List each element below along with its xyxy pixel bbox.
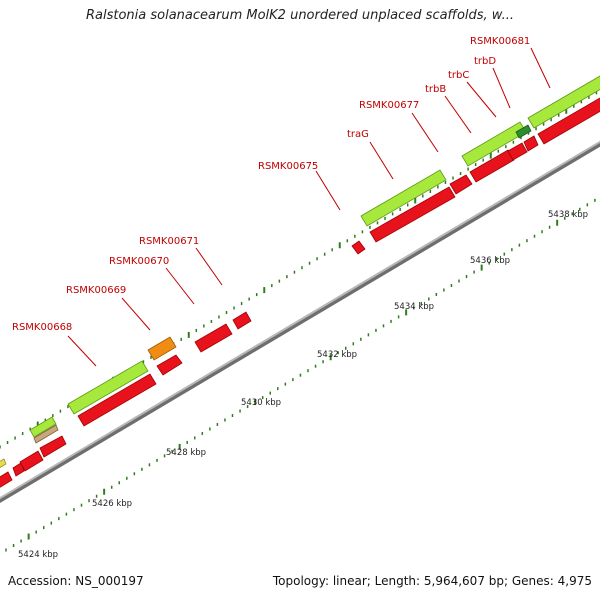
gene-feature[interactable] [33,424,59,444]
cds-feature[interactable] [449,174,473,195]
label-leader-line [444,95,472,134]
label-leader-line [492,67,511,109]
genome-info-text: Topology: linear; Length: 5,964,607 bp; … [272,574,592,588]
gene-track [0,75,600,471]
cds-feature[interactable] [156,354,183,376]
label-leader-line [121,297,151,331]
gene-label-rsmk00677[interactable]: RSMK00677 [359,100,419,111]
cds-feature[interactable] [194,323,233,353]
gene-label-rsmk00670[interactable]: RSMK00670 [109,256,169,267]
gene-feature[interactable] [67,360,149,415]
scale-tick-label: 5438 kbp [548,210,588,220]
label-leader-line [195,247,223,286]
cds-feature[interactable] [0,471,13,491]
scale-tick-labels: 5424 kbp 5426 kbp 5428 kbp 5430 kbp 5432… [18,210,588,560]
label-leader-line [369,141,394,180]
cds-feature[interactable] [19,450,44,472]
gene-feature[interactable] [360,169,447,227]
scale-ticks [5,198,596,552]
chromosome-backbone [0,140,600,504]
scale-tick-label: 5434 kbp [394,302,434,312]
scale-tick-label: 5432 kbp [317,350,357,360]
cds-feature[interactable] [537,95,600,145]
cds-feature[interactable] [12,462,25,477]
label-leader-line [411,112,439,153]
cds-feature[interactable] [232,311,252,330]
cds-track [0,95,600,491]
label-leader-line [530,47,551,89]
cds-feature[interactable] [523,135,539,152]
cds-feature[interactable] [77,373,157,427]
scale-tick-label: 5424 kbp [18,550,58,560]
gene-feature[interactable] [29,416,57,438]
cds-feature[interactable] [351,240,366,255]
cds-feature[interactable] [469,149,515,183]
scale-tick-label: 5436 kbp [470,256,510,266]
label-leader-line [165,267,195,305]
scale-tick-label: 5426 kbp [92,499,132,509]
gene-label-rsmk00668[interactable]: RSMK00668 [12,322,72,333]
gene-feature[interactable] [147,336,177,361]
accession-text: Accession: NS_000197 [8,574,144,588]
gene-feature[interactable] [0,458,7,471]
gene-label-trbc[interactable]: trbC [448,70,469,81]
label-leader-line [67,335,97,367]
upper-guide-ticks [0,91,598,449]
gene-label-rsmk00681[interactable]: RSMK00681 [470,36,530,47]
label-leader-line [466,81,497,118]
cds-feature[interactable] [507,142,528,161]
cds-feature[interactable] [369,186,456,243]
gene-label-rsmk00671[interactable]: RSMK00671 [139,236,199,247]
gene-labels: RSMK00668 RSMK00669 RSMK00670 RSMK00671 … [12,36,551,367]
gene-label-trbd[interactable]: trbD [474,56,496,67]
gene-label-trbb[interactable]: trbB [425,84,446,95]
gene-label-rsmk00669[interactable]: RSMK00669 [66,285,126,296]
label-leader-line [315,170,341,211]
cds-feature[interactable] [39,435,67,458]
gene-feature[interactable] [527,75,600,129]
gene-label-trag[interactable]: traG [347,129,369,140]
map-title: Ralstonia solanacearum MolK2 unordered u… [85,8,514,23]
gene-feature[interactable] [515,124,532,139]
scale-tick-label: 5428 kbp [166,448,206,458]
scale-tick-label: 5430 kbp [241,398,281,408]
gene-label-rsmk00675[interactable]: RSMK00675 [258,161,318,172]
